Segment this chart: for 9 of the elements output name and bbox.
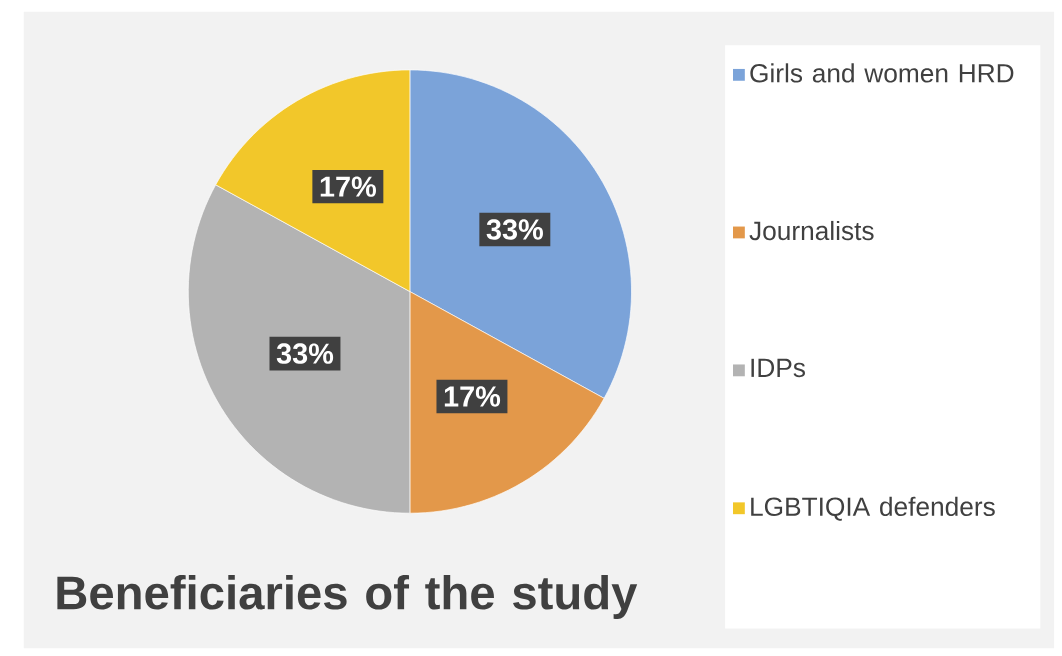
data-label: 17%: [320, 176, 376, 197]
text: Beneficiaries of the study: [57, 574, 638, 619]
legend-label: Girls and women HRD: [750, 63, 1014, 83]
data-label: 33%: [276, 343, 334, 364]
data-label: 17%: [444, 386, 501, 407]
legend-label: IDPs: [751, 358, 805, 378]
data-label: 33%: [486, 219, 543, 240]
legend-label: Journalists: [749, 220, 874, 241]
legend-label: LGBTIQIA defenders: [751, 496, 995, 521]
